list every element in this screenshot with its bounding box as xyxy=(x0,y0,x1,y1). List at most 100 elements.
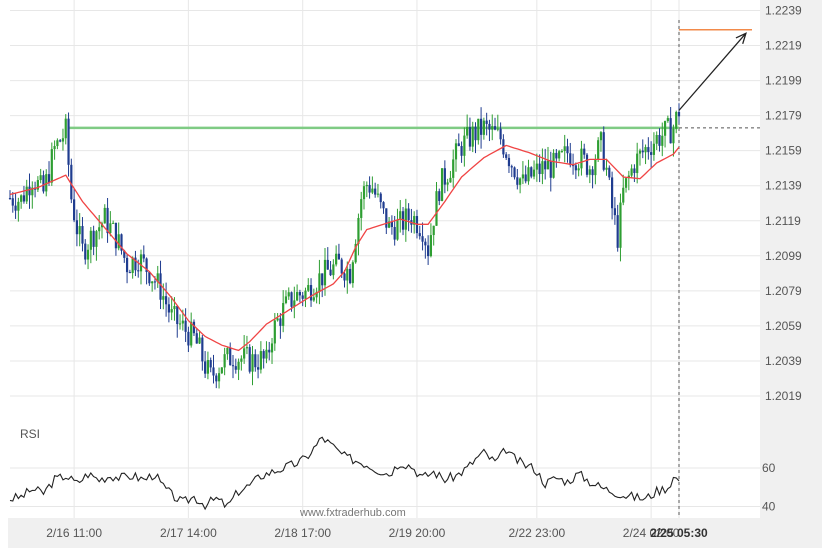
candle-body xyxy=(585,154,589,175)
candle-body xyxy=(206,360,210,374)
candle-body xyxy=(544,161,547,170)
candle-body xyxy=(45,174,48,192)
candle-body xyxy=(605,167,608,170)
candle-body xyxy=(287,292,290,297)
candle-body xyxy=(301,295,304,299)
candle-body xyxy=(382,202,385,209)
candle-body xyxy=(17,201,20,211)
candle-body xyxy=(602,132,605,170)
candle-body xyxy=(70,164,73,200)
candle-body xyxy=(471,126,474,147)
candle-body xyxy=(558,151,561,159)
candle-body xyxy=(181,320,184,324)
candle-body xyxy=(326,259,329,270)
candle-body xyxy=(440,168,444,201)
candle-body xyxy=(446,182,449,185)
candle-body xyxy=(348,268,352,284)
candle-body xyxy=(463,135,466,156)
y-tick-label: 1.2019 xyxy=(765,389,802,403)
candle-body xyxy=(256,367,260,370)
candle-body xyxy=(435,191,438,226)
candle-body xyxy=(61,138,65,142)
candle-body xyxy=(114,222,118,249)
candle-body xyxy=(156,273,159,283)
candle-body xyxy=(234,366,237,370)
candle-body xyxy=(92,230,95,247)
candle-body xyxy=(223,354,226,368)
candle-body xyxy=(619,202,622,248)
candle-body xyxy=(240,358,243,362)
candle-body xyxy=(597,140,600,160)
candle-body xyxy=(226,347,229,355)
y-tick-label: 1.2079 xyxy=(765,284,802,298)
candle-body xyxy=(162,296,165,300)
candle-body xyxy=(268,349,271,353)
candle-body xyxy=(323,259,327,286)
candle-body xyxy=(229,347,232,366)
candle-body xyxy=(25,186,28,202)
candle-body xyxy=(251,354,254,372)
candle-body xyxy=(655,134,658,144)
candle-body xyxy=(424,241,427,246)
candle-body xyxy=(151,281,154,284)
candle-body xyxy=(560,151,564,153)
candle-body xyxy=(599,132,603,141)
rsi-line xyxy=(9,436,680,511)
candle-body xyxy=(282,303,285,326)
candle-body xyxy=(220,367,223,374)
candle-body xyxy=(315,291,318,298)
candle-body xyxy=(468,127,472,147)
candle-body xyxy=(499,128,502,140)
candle-body xyxy=(8,197,12,199)
candle-body xyxy=(669,118,672,144)
candle-body xyxy=(390,221,393,227)
candle-body xyxy=(178,323,182,325)
candle-body xyxy=(663,121,667,136)
candle-body xyxy=(362,186,366,200)
candle-body xyxy=(474,126,477,141)
candle-body xyxy=(53,146,56,150)
candle-body xyxy=(198,337,201,344)
candle-body xyxy=(418,233,421,237)
x-tick-label: 2/25 05:30 xyxy=(650,526,708,540)
candle-body xyxy=(538,163,541,175)
candle-body xyxy=(388,221,391,228)
candle-body xyxy=(304,290,307,299)
candle-body xyxy=(103,207,106,224)
candle-body xyxy=(385,208,388,228)
candle-body xyxy=(170,309,173,313)
candle-body xyxy=(591,169,594,176)
candle-body xyxy=(217,373,221,382)
candle-body xyxy=(563,146,566,152)
candle-body xyxy=(284,296,288,304)
candle-body xyxy=(145,258,148,273)
candle-body xyxy=(265,349,268,359)
candle-body xyxy=(650,152,653,155)
candle-body xyxy=(340,259,343,274)
candle-body xyxy=(307,285,310,291)
candle-body xyxy=(201,337,204,362)
candle-body xyxy=(454,143,458,160)
y-tick-label: 1.2039 xyxy=(765,354,802,368)
candle-body xyxy=(365,184,368,187)
x-tick-label: 2/24 02:00 xyxy=(623,526,680,540)
candle-body xyxy=(332,264,335,276)
candle-body xyxy=(616,215,619,248)
y-tick-label: 1.2159 xyxy=(765,144,802,158)
candle-body xyxy=(354,243,357,263)
candle-body xyxy=(452,159,455,178)
candle-body xyxy=(374,188,377,195)
candle-body xyxy=(165,296,168,305)
candle-body xyxy=(630,168,633,176)
candle-body xyxy=(112,222,115,224)
candle-body xyxy=(120,234,123,251)
candle-body xyxy=(566,146,569,154)
candle-body xyxy=(438,191,441,201)
candle-body xyxy=(106,207,109,234)
candle-body xyxy=(457,143,460,147)
candle-body xyxy=(496,128,499,130)
candle-body xyxy=(404,208,407,230)
candle-body xyxy=(159,273,162,300)
candle-body xyxy=(86,249,90,260)
y-tick-label: 1.2239 xyxy=(765,4,802,18)
